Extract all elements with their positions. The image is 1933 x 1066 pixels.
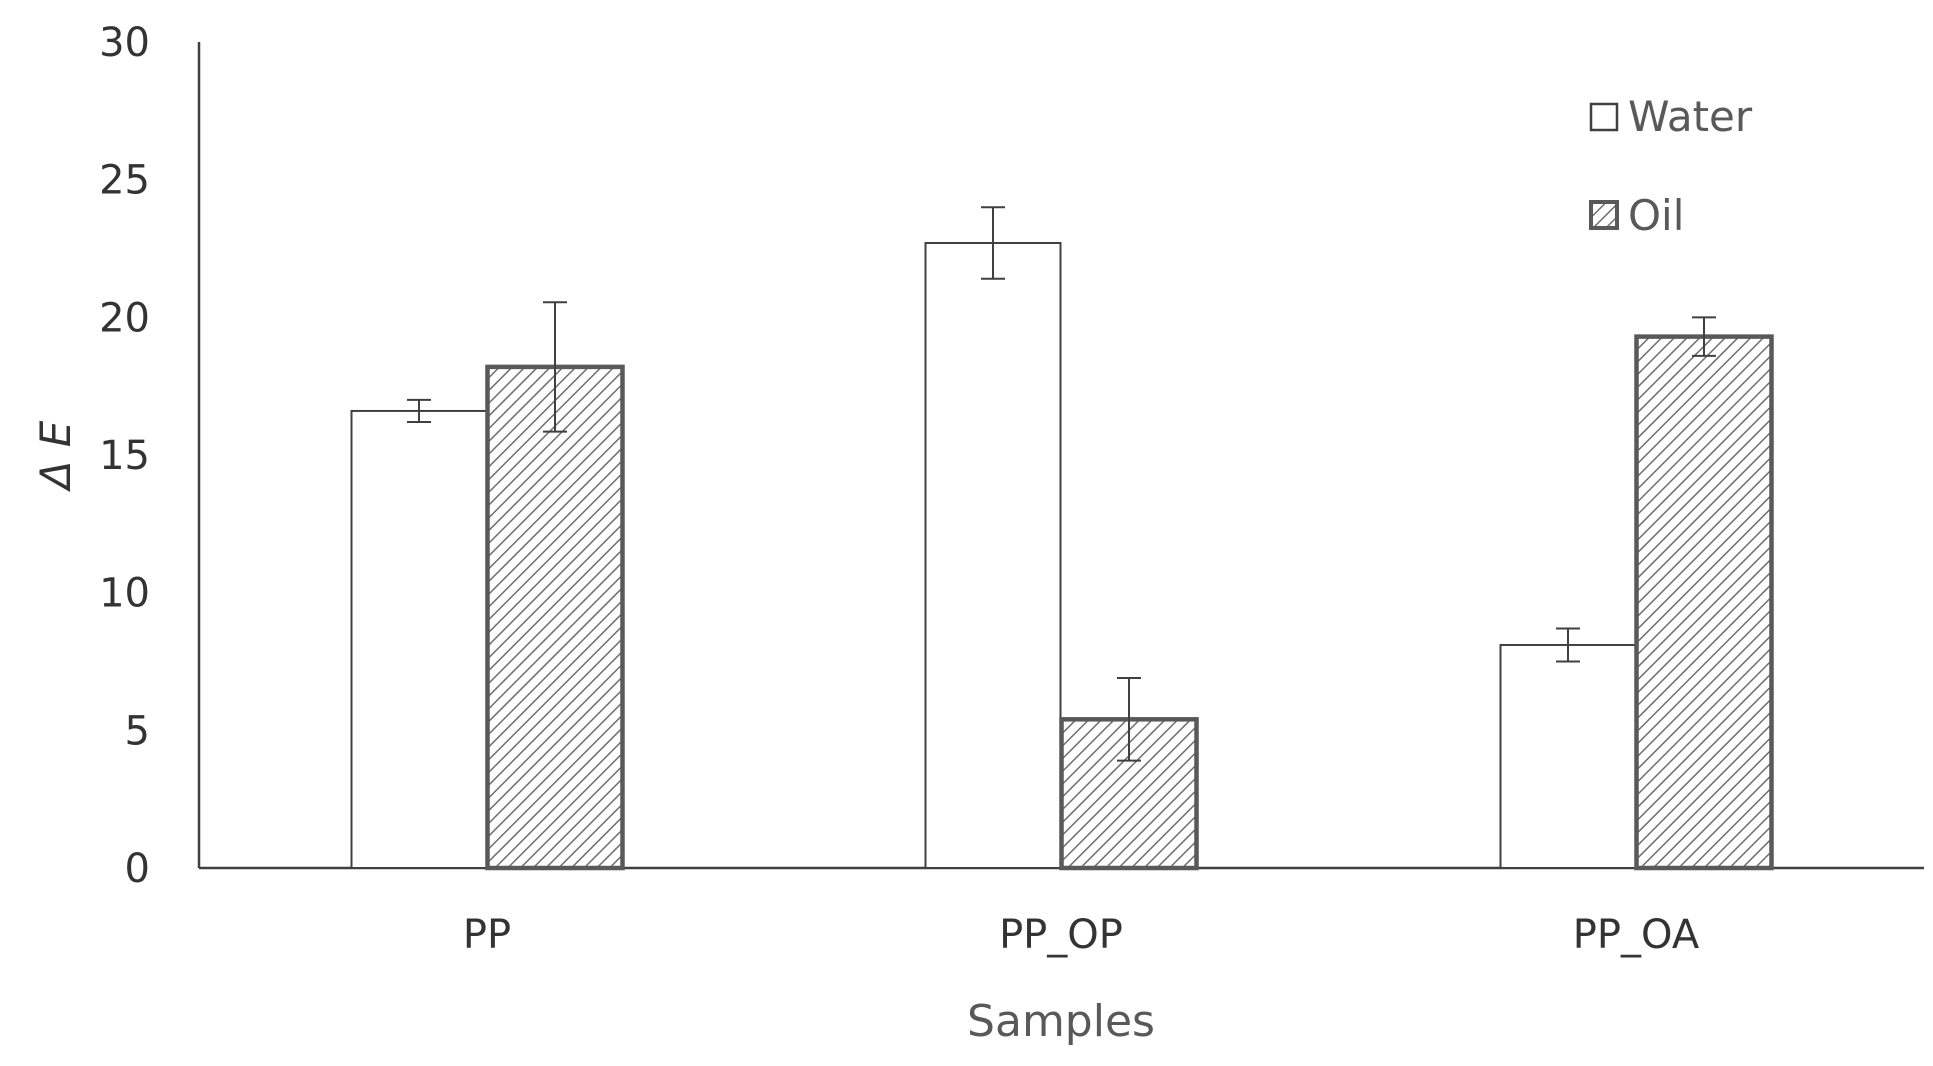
y-tick-labels: 0 5 10 15 20 25 30 [99, 20, 150, 892]
legend-swatch-water [1589, 102, 1619, 132]
x-axis-title: Samples [967, 996, 1155, 1047]
error-bar-oil-pp_oa [1692, 316, 1716, 357]
legend-label-oil: Oil [1628, 191, 1684, 240]
bar-series [350, 241, 1774, 871]
x-tick-label: PP_OP [999, 912, 1123, 958]
legend: Water Oil [1589, 92, 1753, 240]
error-bars [407, 206, 1716, 762]
x-tick-labels: PP PP_OP PP_OA [463, 912, 1700, 958]
legend-swatch-oil [1589, 200, 1619, 230]
y-tick-label: 5 [125, 708, 150, 754]
error-bar-water-pp [407, 398, 431, 423]
y-tick-label: 15 [99, 433, 150, 479]
y-tick-label: 10 [99, 571, 150, 617]
error-bar-oil-pp [543, 301, 567, 433]
x-tick-label: PP_OA [1573, 912, 1700, 958]
y-tick-label: 20 [99, 295, 150, 341]
error-bar-water-pp_op [981, 206, 1005, 280]
bar-oil-pp_oa [1634, 334, 1774, 871]
bar-water-pp_oa [1499, 643, 1637, 869]
bar-water-pp_op [924, 241, 1062, 869]
error-bar-water-pp_oa [1556, 627, 1580, 663]
y-tick-label: 30 [99, 20, 150, 66]
bar-oil-pp [485, 364, 625, 871]
x-tick-label: PP [463, 912, 511, 958]
y-tick-label: 0 [125, 846, 150, 892]
y-tick-label: 25 [99, 158, 150, 204]
error-bar-oil-pp_op [1117, 677, 1141, 762]
y-axis-title: Δ E [31, 420, 80, 492]
legend-label-water: Water [1628, 92, 1753, 141]
bar-water-pp [350, 409, 488, 869]
